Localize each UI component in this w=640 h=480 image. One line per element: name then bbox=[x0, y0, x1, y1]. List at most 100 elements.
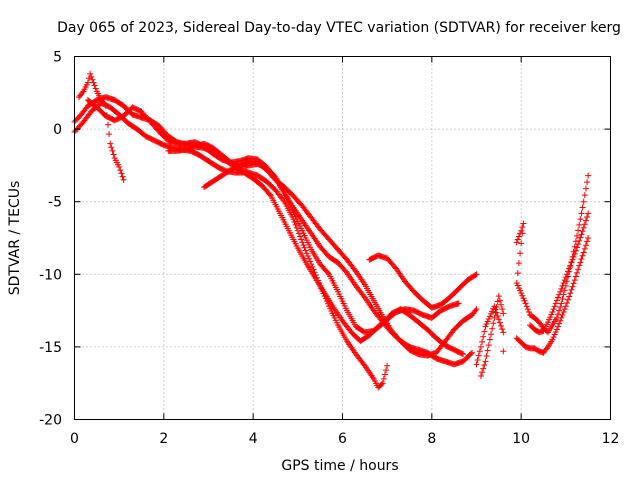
data-point bbox=[577, 234, 584, 241]
series-arc-11 bbox=[527, 210, 592, 336]
data-point bbox=[559, 311, 566, 318]
data-point bbox=[519, 292, 526, 299]
data-point bbox=[495, 316, 502, 323]
data-point bbox=[557, 317, 564, 324]
data-point bbox=[467, 350, 474, 357]
data-point bbox=[306, 255, 312, 262]
data-point bbox=[494, 313, 501, 320]
data-point bbox=[546, 316, 553, 323]
data-point bbox=[381, 371, 388, 378]
data-point bbox=[380, 375, 387, 382]
data-point bbox=[460, 351, 467, 358]
data-point bbox=[117, 167, 124, 174]
data-point bbox=[515, 260, 522, 267]
data-point bbox=[297, 233, 304, 240]
data-point bbox=[566, 265, 573, 272]
data-point bbox=[576, 237, 583, 244]
data-point bbox=[562, 303, 569, 310]
data-point bbox=[580, 249, 587, 256]
x-tick-label: 4 bbox=[249, 431, 258, 447]
grid-lines bbox=[74, 56, 611, 420]
data-point bbox=[108, 144, 115, 151]
data-point bbox=[555, 323, 562, 330]
data-point bbox=[569, 283, 576, 290]
data-point bbox=[580, 198, 587, 205]
data-point bbox=[558, 300, 565, 307]
data-point bbox=[301, 244, 308, 251]
series-arc-6 bbox=[75, 70, 127, 183]
data-point bbox=[499, 326, 506, 333]
data-point bbox=[548, 311, 555, 318]
data-point bbox=[360, 293, 367, 300]
data-point bbox=[484, 347, 491, 354]
data-point bbox=[383, 367, 390, 374]
data-point bbox=[582, 185, 589, 192]
data-point bbox=[558, 314, 565, 321]
data-point bbox=[477, 372, 484, 379]
data-point bbox=[298, 236, 305, 243]
x-axis-label: GPS time / hours bbox=[281, 458, 398, 474]
data-point bbox=[480, 333, 487, 340]
data-point bbox=[88, 73, 95, 80]
data-point bbox=[120, 176, 127, 183]
data-point bbox=[492, 306, 499, 313]
data-point bbox=[521, 297, 528, 304]
data-point bbox=[518, 240, 525, 247]
data-point bbox=[469, 349, 476, 356]
data-point bbox=[517, 250, 524, 257]
data-point bbox=[571, 277, 578, 284]
data-point bbox=[292, 221, 299, 228]
data-point bbox=[293, 224, 300, 231]
data-point bbox=[565, 296, 572, 303]
data-point bbox=[566, 293, 573, 300]
chart-title: Day 065 of 2023, Sidereal Day-to-day VTE… bbox=[57, 20, 621, 36]
data-point bbox=[544, 319, 551, 326]
data-point bbox=[351, 266, 358, 273]
data-point bbox=[485, 315, 492, 322]
data-point bbox=[515, 233, 522, 240]
x-tick-label: 8 bbox=[427, 431, 436, 447]
data-point bbox=[493, 309, 500, 316]
data-point bbox=[561, 287, 568, 294]
data-point bbox=[552, 300, 559, 307]
data-point bbox=[561, 277, 568, 284]
data-point bbox=[549, 336, 556, 343]
data-point bbox=[384, 362, 391, 369]
x-tick-label: 2 bbox=[159, 431, 168, 447]
data-point bbox=[523, 303, 530, 310]
data-point bbox=[559, 295, 566, 302]
data-point bbox=[304, 252, 311, 259]
data-point bbox=[570, 280, 577, 287]
data-point bbox=[568, 286, 575, 293]
data-point bbox=[575, 266, 582, 273]
data-point bbox=[567, 290, 574, 297]
data-point bbox=[103, 112, 110, 119]
data-point bbox=[379, 380, 386, 387]
data-point bbox=[556, 320, 563, 327]
data-point bbox=[514, 236, 521, 243]
data-point bbox=[500, 348, 507, 355]
data-point bbox=[483, 352, 490, 359]
data-point bbox=[578, 256, 585, 263]
data-point bbox=[109, 147, 116, 154]
data-point bbox=[481, 328, 488, 335]
data-point bbox=[550, 306, 557, 313]
data-point bbox=[480, 365, 487, 372]
data-point bbox=[584, 238, 591, 245]
data-point bbox=[517, 287, 524, 294]
data-point bbox=[520, 295, 527, 302]
data-point bbox=[574, 232, 580, 239]
data-point bbox=[303, 250, 310, 257]
y-tick-label: 5 bbox=[53, 50, 62, 66]
data-point bbox=[582, 242, 589, 249]
data-point bbox=[500, 329, 507, 336]
data-point bbox=[499, 306, 506, 313]
data-point bbox=[560, 309, 567, 316]
data-point bbox=[559, 282, 566, 289]
data-point bbox=[565, 268, 572, 275]
data-point bbox=[584, 213, 591, 220]
series-arc-1 bbox=[71, 94, 391, 391]
data-point bbox=[576, 262, 583, 269]
data-point bbox=[514, 282, 521, 289]
